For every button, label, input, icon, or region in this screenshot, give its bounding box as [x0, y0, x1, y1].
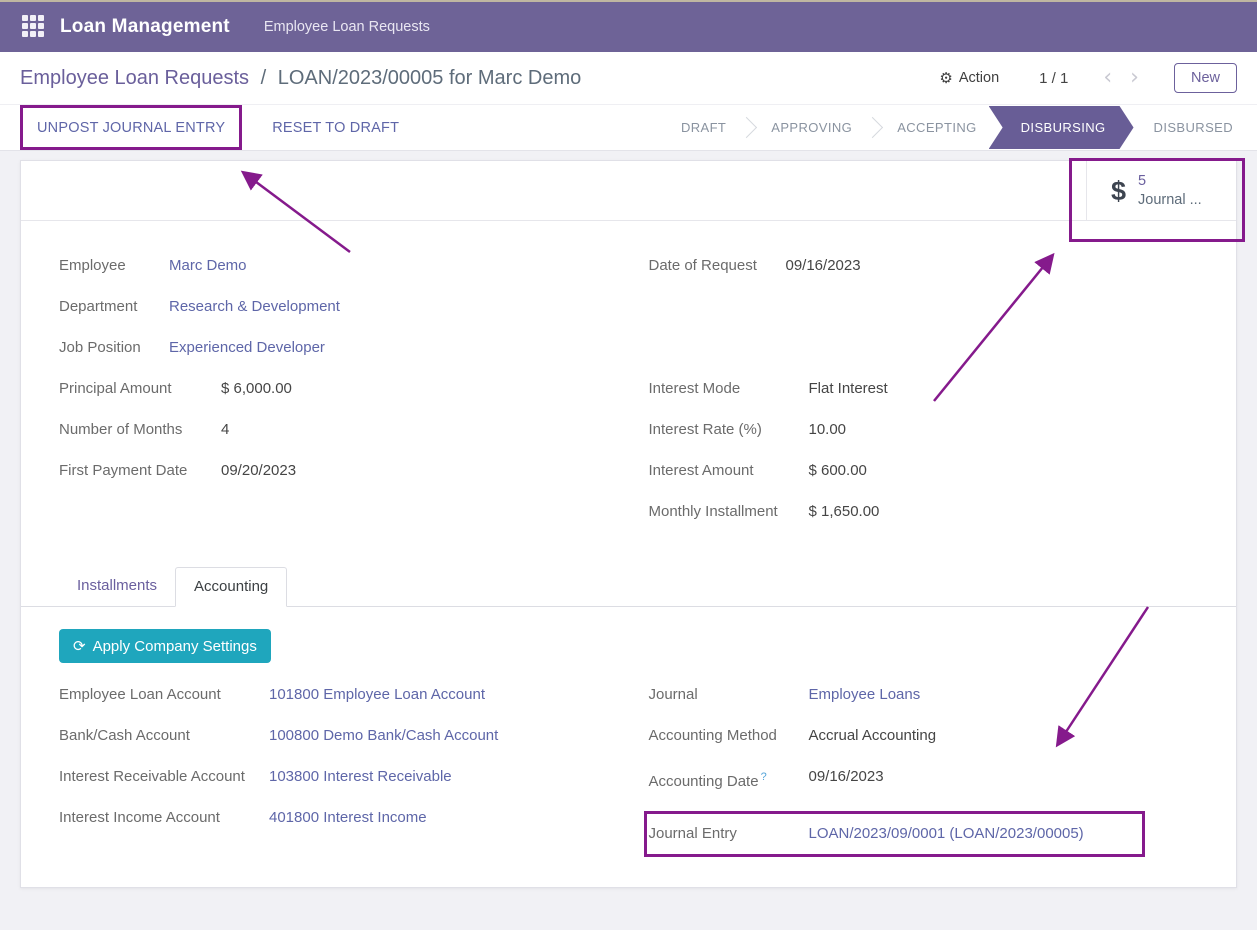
field-bank-cash-account: Bank/Cash Account 100800 Demo Bank/Cash A…: [59, 724, 648, 748]
interest-receivable-account-value[interactable]: 103800 Interest Receivable: [269, 768, 452, 785]
tab-installments[interactable]: Installments: [77, 577, 158, 594]
action-label: Action: [958, 70, 1000, 86]
apply-company-settings-button[interactable]: ⟳ Apply Company Settings: [59, 629, 271, 663]
field-date-of-request: Date of Request 09/16/2023: [648, 254, 1198, 278]
page-background: $ 5 Journal ... Employee Marc Demo Depart…: [0, 151, 1257, 888]
breadcrumb: Employee Loan Requests / LOAN/2023/00005…: [20, 67, 581, 90]
apps-grid-icon[interactable]: [22, 15, 46, 39]
field-accounting-date: Accounting Date? 09/16/2023: [648, 765, 1198, 794]
app-title[interactable]: Loan Management: [60, 16, 230, 37]
field-principal-amount: Principal Amount $ 6,000.00: [59, 377, 648, 401]
stage-approving[interactable]: APPROVING: [771, 120, 853, 135]
window-edge: [0, 0, 1257, 2]
employee-value[interactable]: Marc Demo: [169, 257, 247, 274]
field-number-of-months: Number of Months 4: [59, 418, 648, 442]
field-interest-amount: Interest Amount $ 600.00: [648, 459, 1198, 483]
first-payment-date-value[interactable]: 09/20/2023: [221, 462, 297, 479]
chevron-right-icon[interactable]: ›: [1130, 65, 1139, 90]
field-interest-receivable-account: Interest Receivable Account 103800 Intere…: [59, 765, 648, 789]
form-sheet: $ 5 Journal ... Employee Marc Demo Depart…: [20, 158, 1245, 888]
new-button[interactable]: New: [1173, 63, 1237, 93]
breadcrumb-current: LOAN/2023/00005 for Marc Demo: [277, 66, 582, 89]
field-job-position: Job Position Experienced Developer: [59, 336, 648, 360]
chevron-left-icon[interactable]: ‹: [1103, 65, 1113, 90]
field-first-payment-date: First Payment Date 09/20/2023: [59, 459, 648, 483]
bank-cash-account-value[interactable]: 100800 Demo Bank/Cash Account: [269, 727, 499, 744]
accounting-tab-content: ⟳ Apply Company Settings Employee Loan A…: [21, 607, 1236, 857]
breadcrumb-parent[interactable]: Employee Loan Requests: [20, 66, 250, 89]
breadcrumb-separator: /: [260, 66, 267, 89]
interest-rate-value[interactable]: 10.00: [808, 421, 847, 438]
journal-entries-smart-button[interactable]: $ 5 Journal ...: [1086, 161, 1236, 221]
notebook-tabs: Installments Accounting: [21, 567, 1236, 607]
main-field-group: Employee Marc Demo Department Research & D…: [21, 221, 1236, 541]
field-employee-loan-account: Employee Loan Account 101800 Employee Loa…: [59, 683, 648, 707]
field-accounting-method: Accounting Method Accrual Accounting: [648, 724, 1198, 748]
action-menu-button[interactable]: ⚙ Action: [939, 69, 999, 87]
stage-accepting[interactable]: ACCEPTING: [897, 120, 977, 135]
date-of-request-value[interactable]: 09/16/2023: [785, 257, 861, 274]
stage-disbursed[interactable]: DISBURSED: [1153, 120, 1233, 135]
smart-button-label: Journal ...: [1138, 192, 1202, 208]
journal-value[interactable]: Employee Loans: [808, 686, 921, 703]
accounting-field-group: Employee Loan Account 101800 Employee Loa…: [59, 663, 1198, 857]
field-journal: Journal Employee Loans: [648, 683, 1198, 707]
department-value[interactable]: Research & Development: [169, 298, 340, 315]
gear-icon: ⚙: [939, 70, 953, 87]
field-department: Department Research & Development: [59, 295, 648, 319]
interest-income-account-value[interactable]: 401800 Interest Income: [269, 809, 427, 826]
record-pager: 1 / 1: [1039, 69, 1069, 87]
top-navbar: Loan Management Employee Loan Requests: [0, 2, 1257, 52]
monthly-installment-value[interactable]: $ 1,650.00: [808, 503, 880, 520]
principal-amount-value[interactable]: $ 6,000.00: [221, 380, 292, 397]
tab-accounting[interactable]: Accounting: [175, 567, 288, 607]
field-employee: Employee Marc Demo: [59, 254, 648, 278]
statusbar: DRAFT APPROVING ACCEPTING DISBURSING DIS…: [677, 105, 1237, 150]
field-interest-income-account: Interest Income Account 401800 Interest I…: [59, 806, 648, 830]
smart-button-count: 5: [1138, 173, 1147, 189]
accounting-method-value[interactable]: Accrual Accounting: [808, 727, 937, 744]
journal-entry-value[interactable]: LOAN/2023/09/0001 (LOAN/2023/00005): [808, 825, 1084, 842]
field-interest-rate: Interest Rate (%) 10.00: [648, 418, 1198, 442]
annotation-box-journal-entry: Journal Entry LOAN/2023/09/0001 (LOAN/202…: [644, 811, 1146, 857]
field-monthly-installment: Monthly Installment $ 1,650.00: [648, 500, 1198, 524]
refresh-icon: ⟳: [73, 637, 86, 655]
stage-separator-icon: [862, 116, 884, 139]
number-of-months-value[interactable]: 4: [221, 421, 230, 438]
interest-mode-value[interactable]: Flat Interest: [808, 380, 888, 397]
sheet-header-strip: $ 5 Journal ...: [21, 158, 1245, 242]
nav-menu-employee-loan-requests[interactable]: Employee Loan Requests: [263, 19, 430, 35]
stage-disbursing-active[interactable]: DISBURSING: [989, 106, 1134, 149]
annotation-box-unpost: UNPOST JOURNAL ENTRY: [20, 105, 243, 150]
field-interest-mode: Interest Mode Flat Interest: [648, 377, 1198, 401]
unpost-journal-entry-button[interactable]: UNPOST JOURNAL ENTRY: [23, 120, 239, 136]
stage-separator-icon: [736, 116, 758, 139]
reset-to-draft-button[interactable]: RESET TO DRAFT: [258, 105, 413, 150]
form-button-bar: UNPOST JOURNAL ENTRY RESET TO DRAFT DRAF…: [0, 105, 1257, 151]
control-panel: Employee Loan Requests / LOAN/2023/00005…: [0, 52, 1257, 105]
dollar-icon: $: [1111, 175, 1127, 206]
stage-draft[interactable]: DRAFT: [680, 120, 727, 135]
interest-amount-value[interactable]: $ 600.00: [808, 462, 867, 479]
employee-loan-account-value[interactable]: 101800 Employee Loan Account: [269, 686, 485, 703]
job-position-value[interactable]: Experienced Developer: [169, 339, 325, 356]
help-icon[interactable]: ?: [760, 771, 767, 783]
field-journal-entry: Journal Entry LOAN/2023/09/0001 (LOAN/202…: [648, 822, 1141, 846]
accounting-date-value[interactable]: 09/16/2023: [808, 768, 884, 785]
